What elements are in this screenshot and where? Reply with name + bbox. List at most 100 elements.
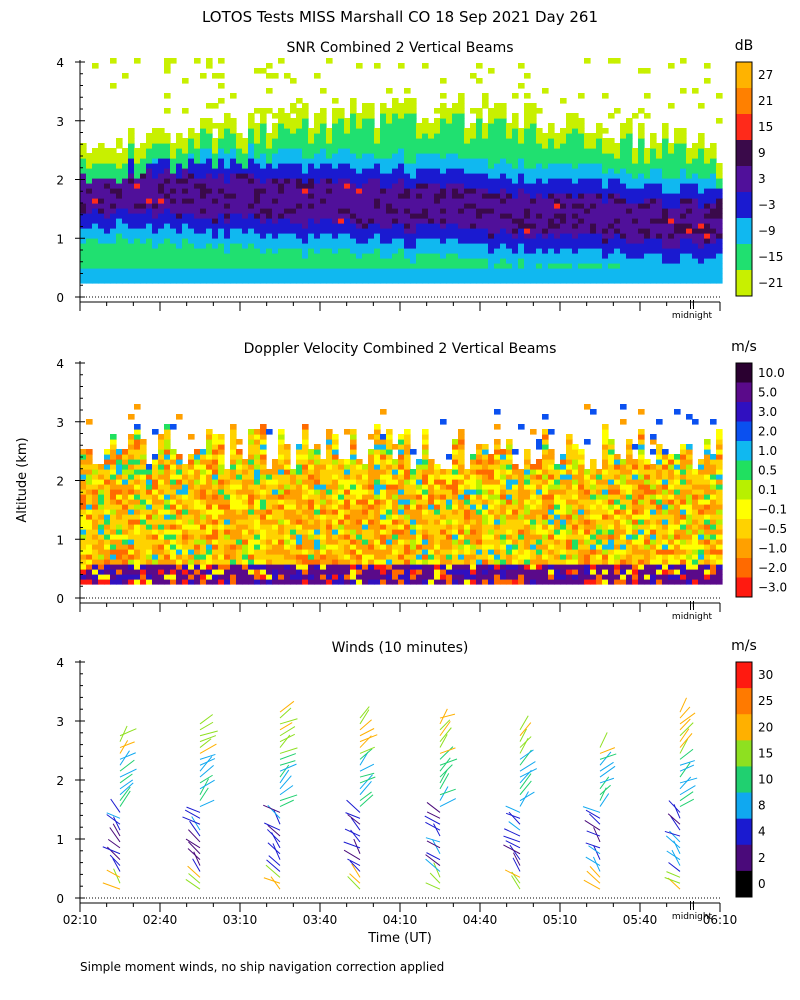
snr-cell xyxy=(368,108,375,114)
doppler-cell xyxy=(332,539,339,545)
snr-cell xyxy=(620,148,627,154)
snr-cell xyxy=(362,183,369,189)
snr-cell xyxy=(518,248,525,254)
snr-cell xyxy=(704,188,711,194)
doppler-cell xyxy=(170,454,177,460)
snr-cell xyxy=(656,173,663,179)
snr-cell xyxy=(296,203,303,209)
snr-cell xyxy=(80,273,87,279)
doppler-cell xyxy=(380,549,387,555)
doppler-cell xyxy=(200,579,207,585)
snr-cell xyxy=(86,178,93,184)
snr-cell xyxy=(134,188,141,194)
snr-cell xyxy=(614,233,621,239)
snr-cell xyxy=(314,73,321,79)
snr-cell xyxy=(356,273,363,279)
doppler-cell xyxy=(320,549,327,555)
doppler-cell xyxy=(104,569,111,575)
snr-cell xyxy=(338,113,345,119)
snr-cell xyxy=(554,138,561,144)
snr-cell xyxy=(530,103,537,109)
snr-cell xyxy=(314,173,321,179)
snr-cell xyxy=(524,153,531,159)
snr-cell xyxy=(314,233,321,239)
doppler-cell xyxy=(98,494,105,500)
doppler-cell xyxy=(230,494,237,500)
doppler-cell xyxy=(206,494,213,500)
doppler-cell xyxy=(350,499,357,505)
snr-cell xyxy=(650,213,657,219)
snr-cell xyxy=(632,163,639,169)
doppler-cell xyxy=(80,554,87,560)
snr-cell xyxy=(398,118,405,124)
snr-cell xyxy=(218,213,225,219)
doppler-cell xyxy=(86,549,93,555)
doppler-cell xyxy=(284,564,291,570)
doppler-cell xyxy=(326,524,333,530)
doppler-cell xyxy=(218,574,225,580)
doppler-cell xyxy=(134,404,141,410)
snr-cell xyxy=(632,218,639,224)
doppler-cell xyxy=(128,519,135,525)
snr-cell xyxy=(260,193,267,199)
snr-cell xyxy=(206,238,213,244)
snr-cell xyxy=(374,243,381,249)
snr-cell xyxy=(182,158,189,164)
snr-cell xyxy=(302,193,309,199)
snr-cell xyxy=(326,223,333,229)
snr-cell xyxy=(164,213,171,219)
doppler-cell xyxy=(176,484,183,490)
snr-cell xyxy=(200,138,207,144)
snr-cell xyxy=(470,233,477,239)
doppler-cell xyxy=(308,459,315,465)
snr-cell xyxy=(278,113,285,119)
snr-cell xyxy=(470,278,477,284)
snr-cell xyxy=(194,178,201,184)
snr-cell xyxy=(368,113,375,119)
snr-cell xyxy=(410,243,417,249)
snr-cell xyxy=(278,58,285,64)
snr-cell xyxy=(404,263,411,269)
snr-cell xyxy=(512,243,519,249)
doppler-cell xyxy=(224,514,231,520)
doppler-cell xyxy=(356,489,363,495)
snr-cell xyxy=(176,218,183,224)
snr-cell xyxy=(92,203,99,209)
snr-cell xyxy=(176,248,183,254)
snr-cell xyxy=(434,173,441,179)
snr-cell xyxy=(176,163,183,169)
snr-cell xyxy=(560,158,567,164)
doppler-cell xyxy=(122,514,129,520)
doppler-cell xyxy=(152,559,159,565)
snr-cell xyxy=(314,268,321,274)
snr-cell xyxy=(152,218,159,224)
snr-cell xyxy=(524,233,531,239)
doppler-cell xyxy=(374,579,381,585)
doppler-cell xyxy=(350,579,357,585)
snr-cell xyxy=(452,113,459,119)
doppler-cell xyxy=(92,559,99,565)
doppler-cell xyxy=(182,499,189,505)
doppler-cell xyxy=(254,574,261,580)
snr-cell xyxy=(608,208,615,214)
snr-cell xyxy=(626,183,633,189)
snr-cell xyxy=(314,183,321,189)
snr-cell xyxy=(584,158,591,164)
snr-cell xyxy=(254,173,261,179)
snr-cell xyxy=(506,123,513,129)
snr-cell xyxy=(536,163,543,169)
snr-cell xyxy=(698,103,705,109)
snr-cell xyxy=(524,93,531,99)
snr-cell xyxy=(284,213,291,219)
colorbar-swatch xyxy=(736,218,752,245)
snr-cell xyxy=(482,158,489,164)
snr-cell xyxy=(434,188,441,194)
snr-cell xyxy=(464,223,471,229)
snr-cell xyxy=(266,228,273,234)
snr-cell xyxy=(428,218,435,224)
snr-cell xyxy=(668,183,675,189)
snr-cell xyxy=(548,243,555,249)
snr-cell xyxy=(608,238,615,244)
snr-cell xyxy=(566,273,573,279)
doppler-cell xyxy=(182,494,189,500)
